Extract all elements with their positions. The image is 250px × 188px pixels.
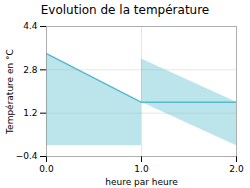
svg-text:2.8: 2.8	[23, 65, 38, 75]
html-text:Evolution de la température: Evolution de la température	[40, 3, 210, 17]
svg-text:1.0: 1.0	[134, 164, 149, 174]
svg-text:heure par heure: heure par heure	[105, 177, 178, 187]
svg-text:2.0: 2.0	[229, 164, 244, 174]
svg-text:−0.4: −0.4	[16, 151, 38, 161]
svg-text:0.0: 0.0	[39, 164, 54, 174]
svg-text:1.2: 1.2	[23, 108, 37, 118]
svg-text:Température en °C: Température en °C	[5, 49, 15, 135]
svg-text:4.4: 4.4	[23, 21, 38, 31]
